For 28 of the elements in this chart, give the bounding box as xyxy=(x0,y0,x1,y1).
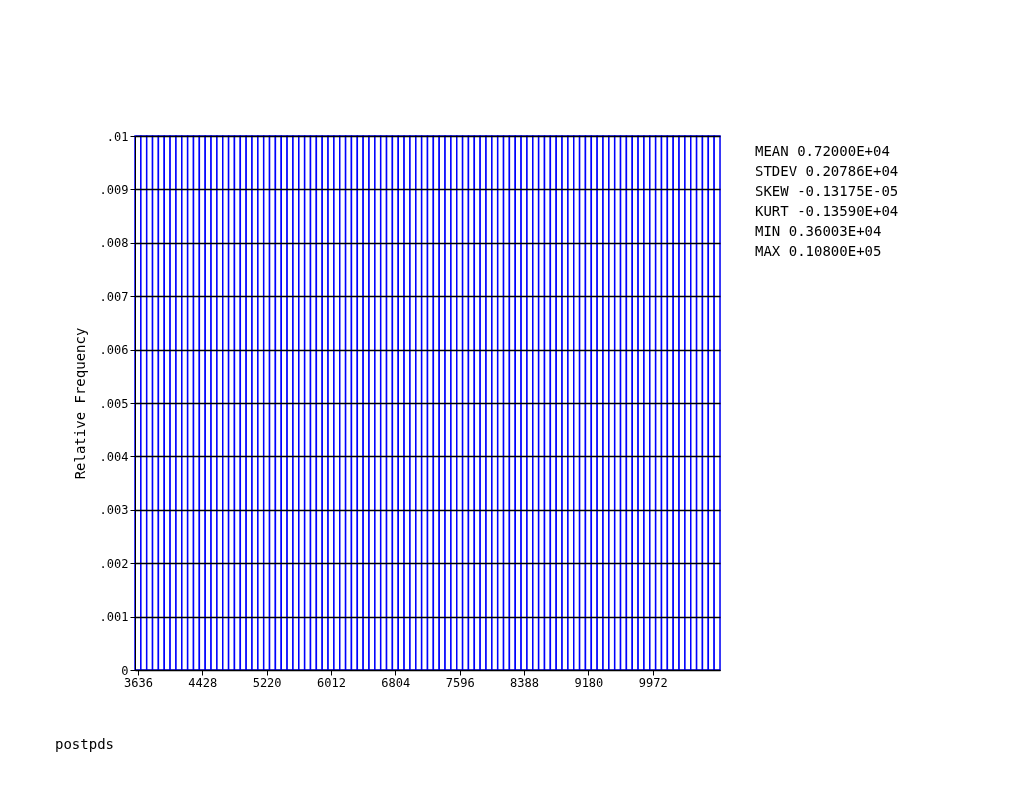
text: MEAN 0.72000E+04 xyxy=(755,143,890,159)
y-tick-label: .005 xyxy=(99,396,129,411)
y-tick-label: .007 xyxy=(99,289,129,304)
x-tick-label: 6012 xyxy=(317,675,346,690)
text: postpds xyxy=(55,736,115,752)
x-tick-label: 5220 xyxy=(252,675,282,690)
x-tick-label: 7596 xyxy=(445,675,475,690)
x-tick-label: 9180 xyxy=(574,675,604,690)
text: KURT -0.13590E+04 xyxy=(755,203,899,219)
y-tick-label: .004 xyxy=(99,449,129,464)
y-tick-label: 0 xyxy=(121,663,129,678)
x-tick-label: 8388 xyxy=(510,675,539,690)
x-tick-label: 9972 xyxy=(638,675,668,690)
y-axis-title: Relative Frequency xyxy=(71,327,88,480)
text: STDEV 0.20786E+04 xyxy=(755,163,899,179)
y-tick-label: .003 xyxy=(99,503,129,518)
x-tick-label: 3636 xyxy=(123,675,153,690)
y-tick-label: .01 xyxy=(106,129,129,144)
x-tick-label: 4428 xyxy=(188,675,218,690)
text: MAX 0.10800E+05 xyxy=(755,243,882,259)
x-tick-label: 6804 xyxy=(381,675,411,690)
y-tick-label: .002 xyxy=(99,556,129,571)
text: SKEW -0.13175E-05 xyxy=(755,183,899,199)
y-tick-label: .006 xyxy=(99,343,129,358)
y-tick-label: .001 xyxy=(99,610,129,625)
y-tick-label: .008 xyxy=(99,236,129,251)
y-tick-label: .009 xyxy=(99,182,129,197)
text: MIN 0.36003E+04 xyxy=(755,223,882,239)
